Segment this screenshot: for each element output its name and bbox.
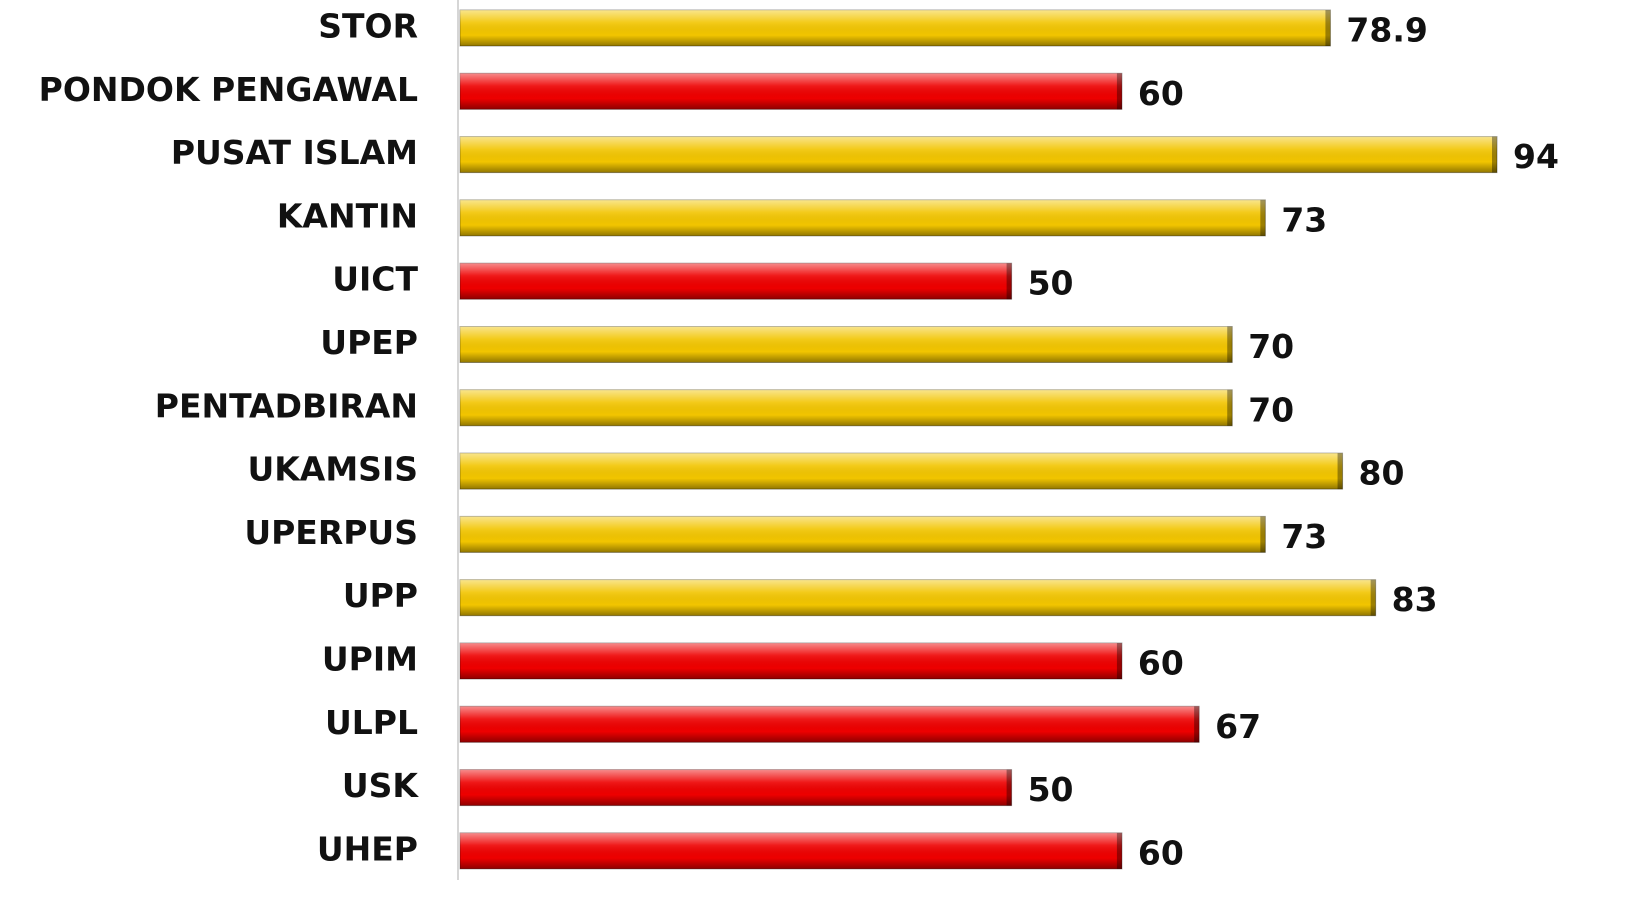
value-label: 50 [1028, 264, 1074, 303]
value-label: 94 [1513, 137, 1559, 176]
bar-shine [460, 643, 1122, 679]
value-label: 80 [1359, 454, 1405, 493]
bar-shine [460, 579, 1376, 616]
value-label: 67 [1215, 707, 1261, 746]
y-tick-label: USK [342, 766, 420, 805]
bar-end [1337, 453, 1343, 490]
bar-shine [460, 263, 1012, 300]
y-tick-label: UPIM [322, 640, 418, 679]
value-label: 70 [1248, 390, 1294, 429]
bar-shine [460, 326, 1233, 363]
y-tick-label: ULPL [325, 703, 418, 742]
bar-end [1116, 832, 1122, 869]
bar-end [1006, 769, 1012, 806]
y-tick-label: PUSAT ISLAM [171, 133, 418, 172]
bar-shine [460, 453, 1343, 490]
bar-shine [460, 73, 1122, 110]
value-label: 70 [1248, 327, 1294, 366]
bar-shine [460, 136, 1497, 173]
bar-end [1006, 263, 1012, 300]
bar-shine [460, 516, 1266, 553]
bar-end [1227, 326, 1233, 363]
value-label: 78.9 [1346, 11, 1427, 50]
value-label: 50 [1028, 770, 1074, 809]
y-tick-label: UICT [332, 260, 418, 299]
bar-end [1260, 199, 1266, 236]
bar-end [1260, 516, 1266, 553]
bar-shine [460, 10, 1331, 46]
bar-shine [460, 389, 1233, 426]
value-label: 60 [1138, 74, 1184, 113]
y-tick-label: PONDOK PENGAWAL [39, 70, 418, 109]
value-label: 83 [1392, 580, 1438, 619]
y-tick-label: UKAMSIS [247, 450, 418, 489]
value-label: 60 [1138, 833, 1184, 872]
value-label: 60 [1138, 644, 1184, 683]
bar-shine [460, 199, 1266, 236]
value-label: 73 [1281, 517, 1327, 556]
y-tick-label: PENTADBIRAN [155, 386, 418, 425]
y-tick-label: STOR [318, 7, 418, 46]
bar-end [1370, 579, 1376, 616]
bar-end [1492, 136, 1497, 173]
bar-end [1116, 73, 1122, 110]
y-tick-label: KANTIN [277, 196, 418, 235]
bar-shine [460, 706, 1200, 743]
bar-end [1194, 706, 1200, 743]
bar-end [1325, 10, 1331, 46]
bar-end [1116, 643, 1122, 679]
bar-shine [460, 832, 1122, 869]
y-tick-label: UPEP [320, 323, 418, 362]
bar-shine [460, 769, 1012, 806]
y-tick-label: UHEP [317, 829, 418, 868]
value-label: 73 [1281, 200, 1327, 239]
y-tick-label: UPERPUS [244, 513, 418, 552]
bar-end [1227, 389, 1233, 426]
y-tick-label: UPP [343, 576, 418, 615]
